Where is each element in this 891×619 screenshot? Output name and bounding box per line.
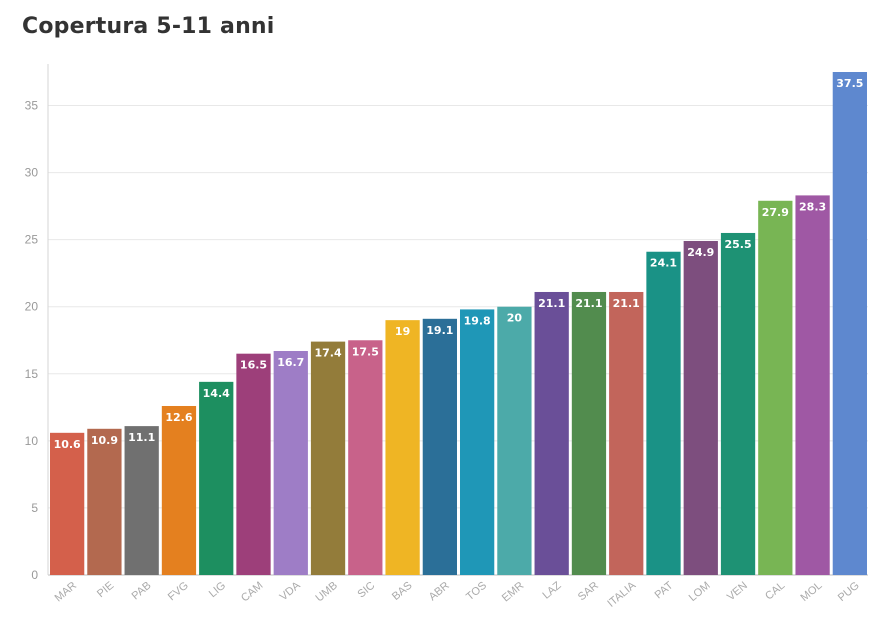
x-tick-label: PAT xyxy=(653,579,676,601)
bar xyxy=(124,426,159,575)
bar xyxy=(609,291,644,575)
x-tick-label: PUG xyxy=(836,580,862,605)
bar-value-label: 37.5 xyxy=(836,77,863,90)
bar-value-label: 21.1 xyxy=(575,297,602,310)
bar-value-label: 21.1 xyxy=(613,297,640,310)
y-tick-label: 25 xyxy=(25,233,39,247)
bar xyxy=(832,72,867,575)
x-tick-label: LOM xyxy=(687,580,713,605)
bar-value-label: 19 xyxy=(395,325,410,338)
x-tick-label: PAB xyxy=(130,580,154,603)
y-tick-label: 15 xyxy=(25,367,39,381)
bar xyxy=(758,200,793,575)
x-tick-label: VDA xyxy=(278,579,304,603)
x-tick-label: BAS xyxy=(390,580,415,603)
bar-value-label: 21.1 xyxy=(538,297,565,310)
bar-value-label: 14.4 xyxy=(203,387,230,400)
bar xyxy=(310,341,346,575)
bar-value-label: 17.5 xyxy=(352,345,379,358)
x-tick-label: FVG xyxy=(166,580,191,604)
bar xyxy=(720,232,756,575)
bar xyxy=(795,195,830,576)
bar xyxy=(50,432,85,575)
bar-value-label: 28.3 xyxy=(799,200,826,213)
bar-value-label: 25.5 xyxy=(724,238,751,251)
bar-value-label: 11.1 xyxy=(128,431,155,444)
bar xyxy=(460,309,495,575)
y-tick-label: 35 xyxy=(25,99,39,113)
bar-value-label: 17.4 xyxy=(314,347,341,360)
bar-value-label: 12.6 xyxy=(165,411,192,424)
bar-value-label: 20 xyxy=(507,312,523,325)
x-tick-label: TOS xyxy=(464,580,489,604)
x-tick-label: CAM xyxy=(239,580,265,605)
bar-value-label: 27.9 xyxy=(762,206,789,219)
bar xyxy=(87,428,122,575)
bar xyxy=(199,381,234,575)
y-tick-label: 10 xyxy=(25,434,39,448)
x-tick-label: SIC xyxy=(355,580,377,601)
y-tick-label: 5 xyxy=(31,501,38,515)
x-tick-label: PIE xyxy=(95,580,116,601)
bar xyxy=(646,251,681,576)
bar xyxy=(571,291,607,575)
bar-value-label: 24.1 xyxy=(650,257,677,270)
chart-title: Copertura 5-11 anni xyxy=(22,14,275,39)
bar-value-label: 19.8 xyxy=(464,314,491,327)
bar-value-label: 10.9 xyxy=(91,434,118,447)
bar-value-label: 24.9 xyxy=(687,246,714,259)
bar xyxy=(348,340,383,575)
x-tick-label: MOL xyxy=(799,580,825,605)
bars: 10.6 10.9 11.1 12.6 14.4 16.5 16.7 17.4 17.5 19 19… xyxy=(50,72,867,576)
x-tick-label: ABR xyxy=(427,580,452,604)
bar xyxy=(385,320,420,575)
x-tick-label: ITALIA xyxy=(605,579,638,610)
bar xyxy=(497,306,532,575)
x-tick-label: SAR xyxy=(576,580,601,604)
bar xyxy=(422,318,457,575)
x-tick-label: CAL xyxy=(763,580,787,603)
bar-value-label: 16.7 xyxy=(277,356,304,369)
bar-value-label: 10.6 xyxy=(54,438,81,451)
bar xyxy=(683,241,718,575)
bar xyxy=(161,405,197,575)
bar-value-label: 19.1 xyxy=(426,324,453,337)
x-tick-label: EMR xyxy=(500,580,526,605)
y-tick-label: 20 xyxy=(25,300,39,314)
bar xyxy=(273,350,308,575)
bar-value-label: 16.5 xyxy=(240,359,267,372)
x-tick-label: VEN xyxy=(725,580,750,604)
x-tick-label: MAR xyxy=(53,580,79,605)
y-axis: 0 5 10 15 20 25 30 35 xyxy=(25,64,49,582)
x-axis: MAR PIE PAB FVG LIG CAM VDA UMB SIC BAS ABR TOS EMR L… xyxy=(53,579,862,610)
y-tick-label: 0 xyxy=(31,568,38,582)
bar xyxy=(236,353,271,575)
x-tick-label: LIG xyxy=(207,580,228,601)
x-tick-label: UMB xyxy=(314,580,340,605)
bar xyxy=(534,291,569,575)
x-tick-label: LAZ xyxy=(540,579,563,601)
y-tick-label: 30 xyxy=(25,166,39,180)
